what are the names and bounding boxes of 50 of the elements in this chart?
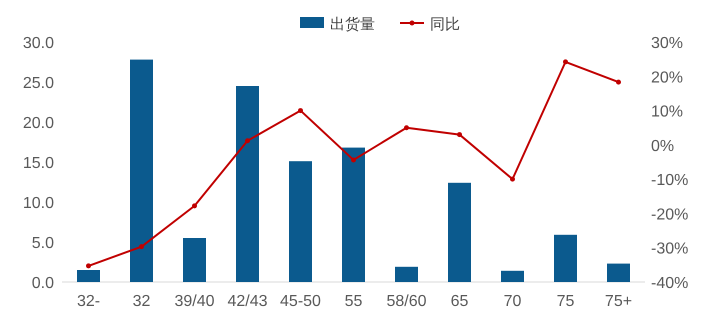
y-tick-label: 10.0 [22,195,54,212]
x-tick-label: 55 [344,293,362,310]
point [139,244,144,250]
y-tick-label: 30.0 [22,35,54,52]
bar [342,148,365,282]
point [86,263,91,268]
bar [183,238,206,282]
x-tick-label: 39/40 [174,293,215,310]
y2-tick-label: -30% [651,240,688,258]
point [510,176,515,182]
x-tick-label: 75 [556,293,574,310]
x-tick-label: 58/60 [386,293,427,310]
y-tick-label: 15.0 [22,155,54,172]
legend-label: 同比 [430,16,460,33]
y2-tick-label: -20% [651,206,688,224]
bar [448,182,471,282]
x-tick-label: 45-50 [280,293,322,310]
bar [501,270,524,282]
bar [77,270,100,282]
point [616,80,621,85]
y-tick-label: 25.0 [22,75,54,92]
y2-tick-label: 20% [651,69,684,86]
point [351,157,356,162]
bar [289,161,312,282]
x-tick-label: 42/43 [227,293,268,310]
x-tick-label: 32 [132,293,150,310]
point [457,132,462,138]
y2-tick-label: 0% [651,138,674,155]
y2-tick-label: -40% [651,275,688,292]
bar [554,234,577,282]
point [404,125,409,130]
x-tick-label: 65 [450,293,468,310]
point [245,138,250,144]
x-tick-label: 75+ [604,293,632,310]
point [298,108,303,114]
bar [395,266,418,282]
y2-tick-label: 30% [651,35,684,52]
bar [236,86,259,282]
point [563,59,568,64]
y-tick-label: 0.0 [32,275,54,292]
legend-label: 出货量 [330,16,375,33]
point [192,203,197,208]
x-tick-label: 70 [504,293,522,310]
bar [130,60,153,282]
y-tick-label: 5.0 [32,235,54,252]
bar [607,264,630,282]
y-tick-label: 20.0 [22,115,54,132]
x-tick-label: 32- [76,293,100,310]
y2-tick-label: -10% [651,172,688,190]
y2-tick-label: 10% [651,104,684,121]
